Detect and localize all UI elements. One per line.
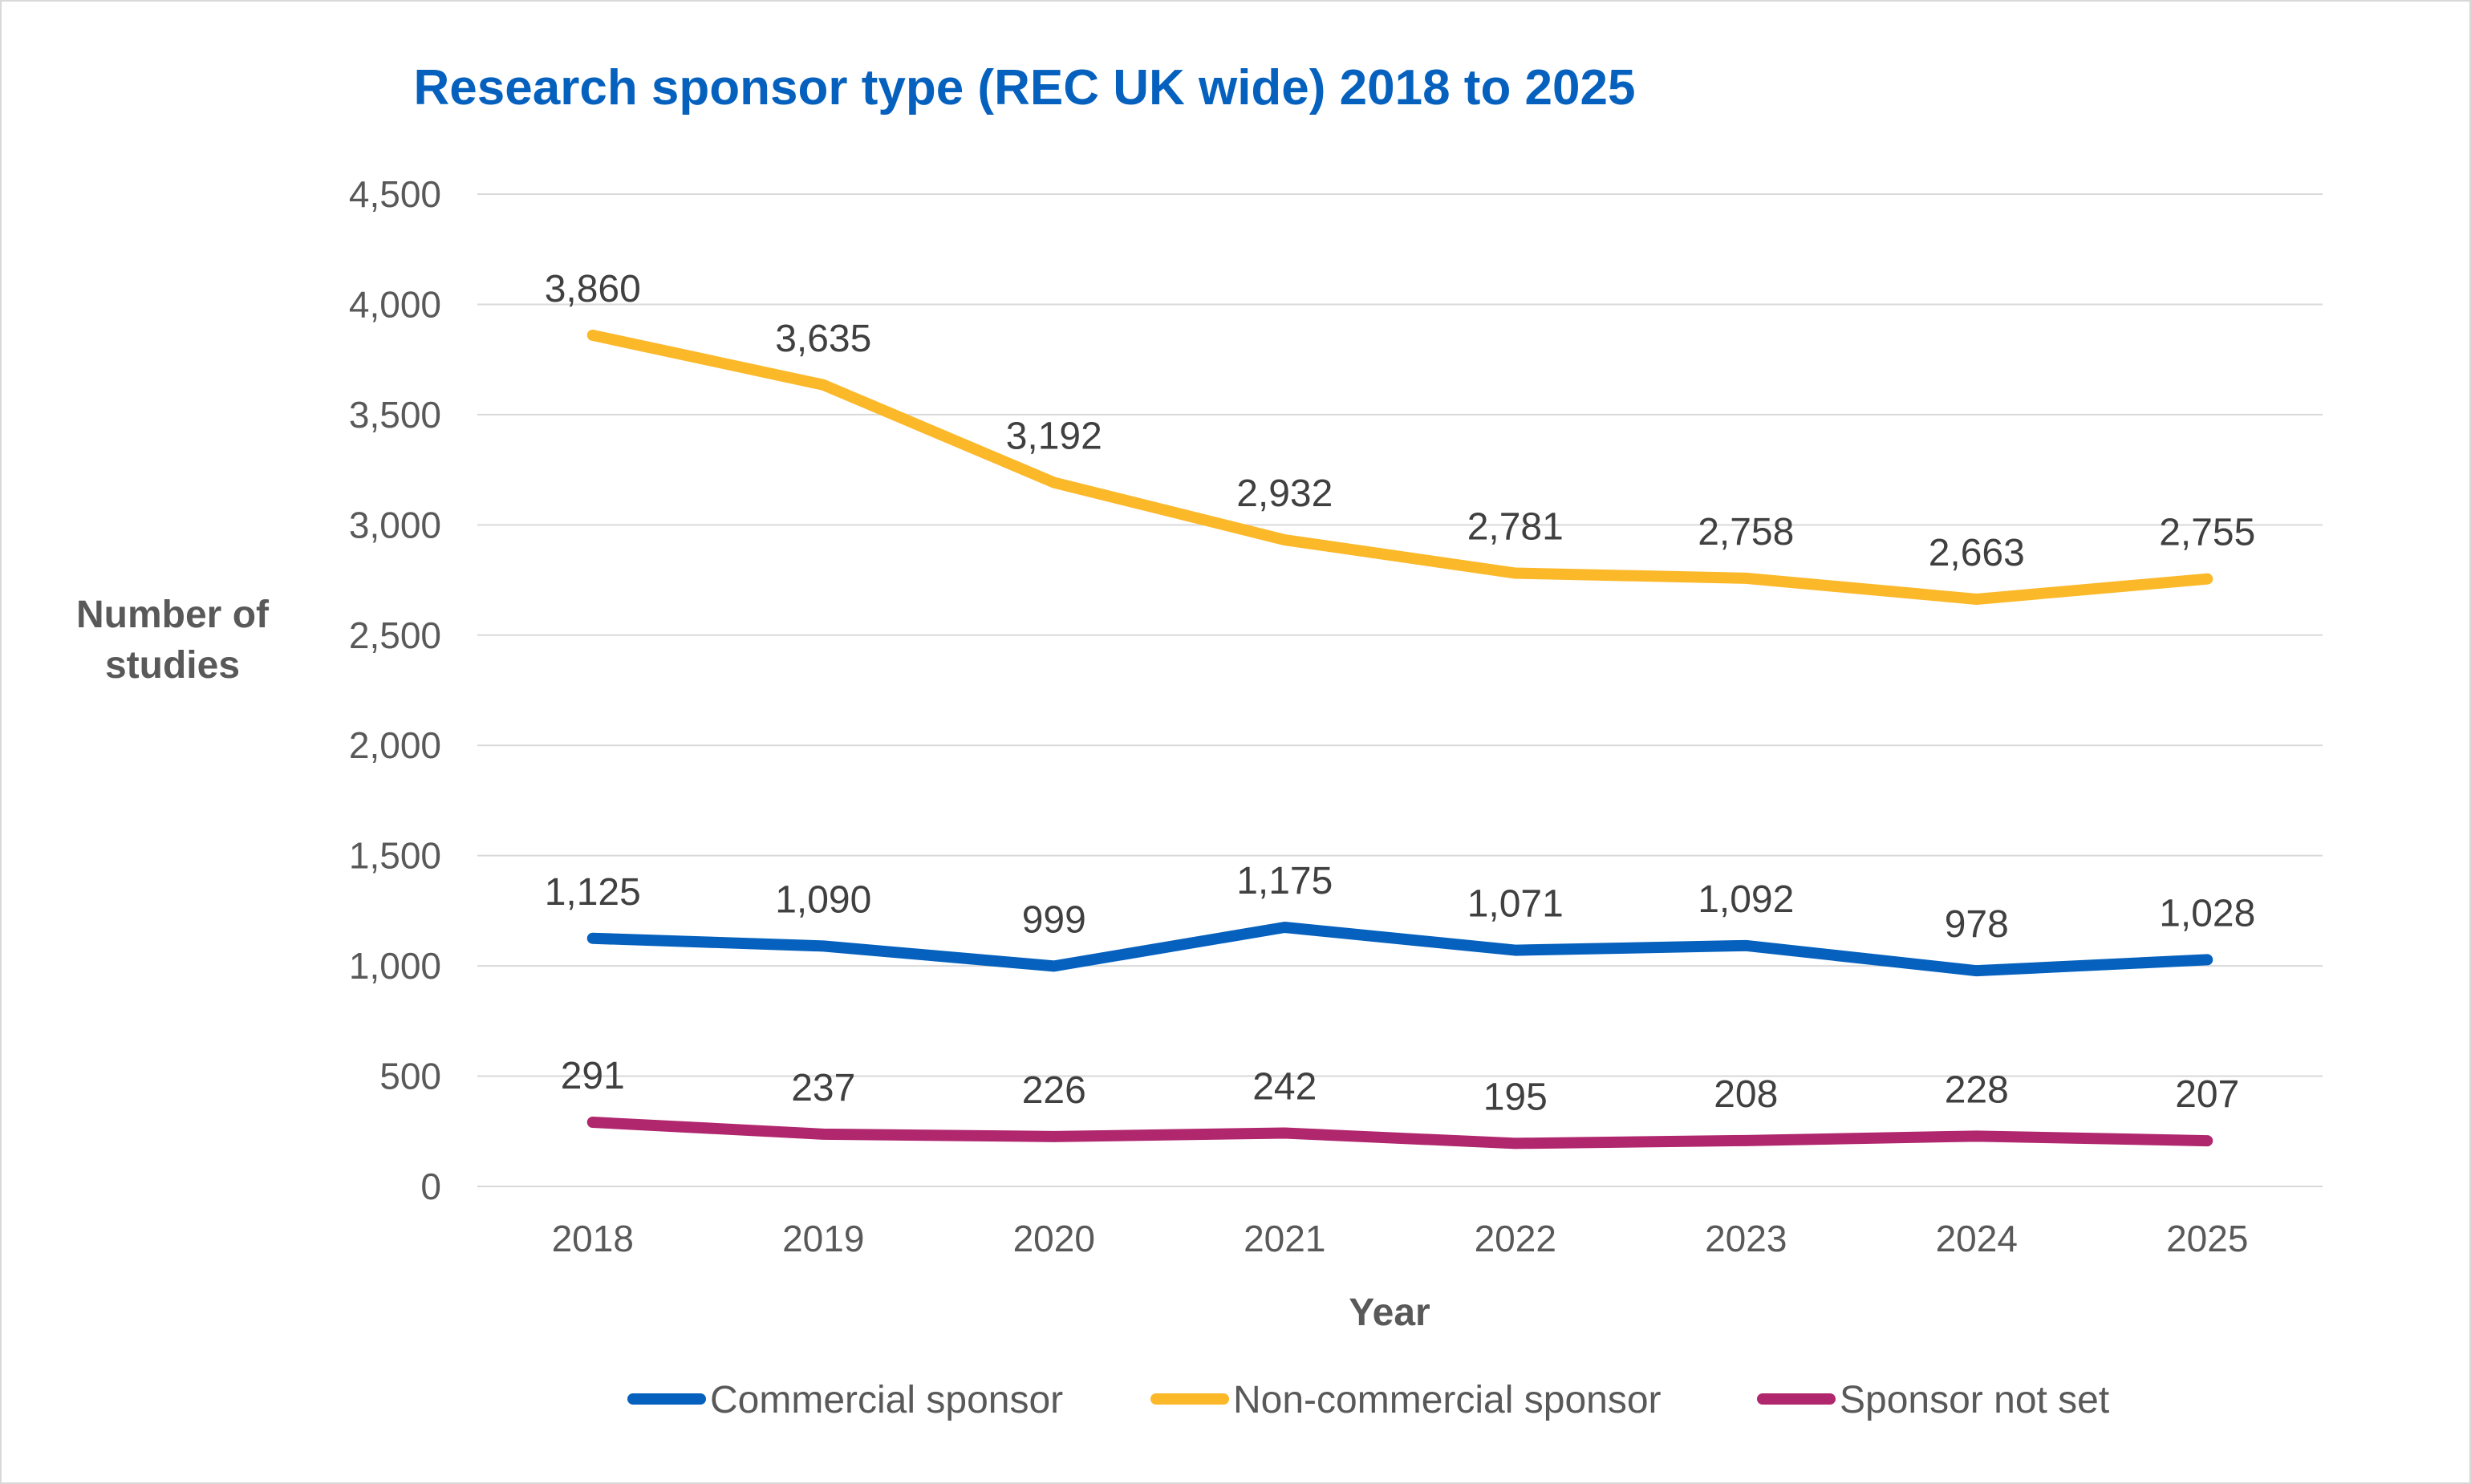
y-axis-tick-labels: 0 500 1,000 1,500 2,000 2,500 3,000 3,500 4,000 4… [349,173,441,1207]
gridlines [477,193,2323,1187]
legend: Commercial sponsor Non-commercial sponsor… [627,1379,2109,1421]
x-tick-label: 2023 [1705,1218,1787,1259]
data-label: 3,860 [545,268,641,310]
chart-title: Research sponsor type (REC UK wide) 2018… [414,60,1636,116]
data-label: 2,758 [1698,511,1794,553]
data-label: 242 [1252,1065,1317,1108]
series-lines [586,329,2213,1149]
data-label: 1,090 [775,878,871,921]
data-label: 208 [1714,1073,1778,1116]
series-line [586,1117,2213,1149]
data-label: 1,071 [1467,883,1564,926]
x-tick-label: 2018 [552,1218,634,1259]
data-label: 2,663 [1929,532,2025,574]
y-tick-label: 3,000 [349,504,441,545]
y-tick-label: 3,500 [349,394,441,436]
x-axis-tick-labels: 2018 2019 2020 2021 2022 2023 2024 2025 [552,1218,2249,1259]
x-tick-label: 2025 [2166,1218,2248,1259]
legend-item: Sponsor not set [1757,1379,2109,1421]
y-tick-label: 1,000 [349,945,441,987]
x-tick-label: 2020 [1013,1218,1095,1259]
data-label: 291 [561,1055,625,1097]
data-label: 195 [1483,1076,1548,1118]
data-label: 1,028 [2159,892,2255,935]
y-tick-label: 500 [379,1056,441,1097]
x-tick-label: 2019 [782,1218,864,1259]
y-tick-label: 2,500 [349,614,441,656]
y-axis-title-line-1: Number of [76,594,270,636]
data-label: 2,781 [1467,506,1564,549]
x-tick-label: 2024 [1936,1218,2018,1259]
data-label: 228 [1945,1068,2009,1111]
data-label: 1,092 [1698,878,1794,921]
legend-item: Commercial sponsor [627,1379,1063,1421]
data-label: 1,125 [545,871,641,914]
data-label: 2,755 [2159,512,2255,554]
series-line [586,922,2213,977]
series-line [586,329,2213,605]
data-label: 3,635 [775,318,871,360]
data-label: 999 [1022,898,1086,941]
data-label: 978 [1945,903,2009,946]
data-label: 237 [791,1067,855,1109]
y-tick-label: 0 [420,1166,441,1207]
y-tick-label: 4,500 [349,173,441,215]
x-tick-label: 2021 [1244,1218,1325,1259]
data-label: 3,192 [1006,416,1102,458]
y-tick-label: 4,000 [349,283,441,325]
data-label: 207 [2175,1073,2239,1116]
x-tick-label: 2022 [1475,1218,1556,1259]
data-label: 1,175 [1236,860,1333,902]
y-axis-title-line-2: studies [105,644,240,687]
data-labels: 1,125 1,090 999 1,175 1,071 1,092 978 1,028 3,86… [545,268,2256,1118]
legend-label: Commercial sponsor [710,1379,1063,1421]
y-tick-label: 1,500 [349,835,441,877]
legend-item: Non-commercial sponsor [1150,1379,1662,1421]
data-label: 226 [1022,1069,1086,1112]
legend-label: Non-commercial sponsor [1233,1379,1662,1421]
y-tick-label: 2,000 [349,724,441,766]
x-axis-title: Year [1349,1291,1430,1334]
legend-label: Sponsor not set [1840,1379,2109,1421]
data-label: 2,932 [1236,472,1333,515]
